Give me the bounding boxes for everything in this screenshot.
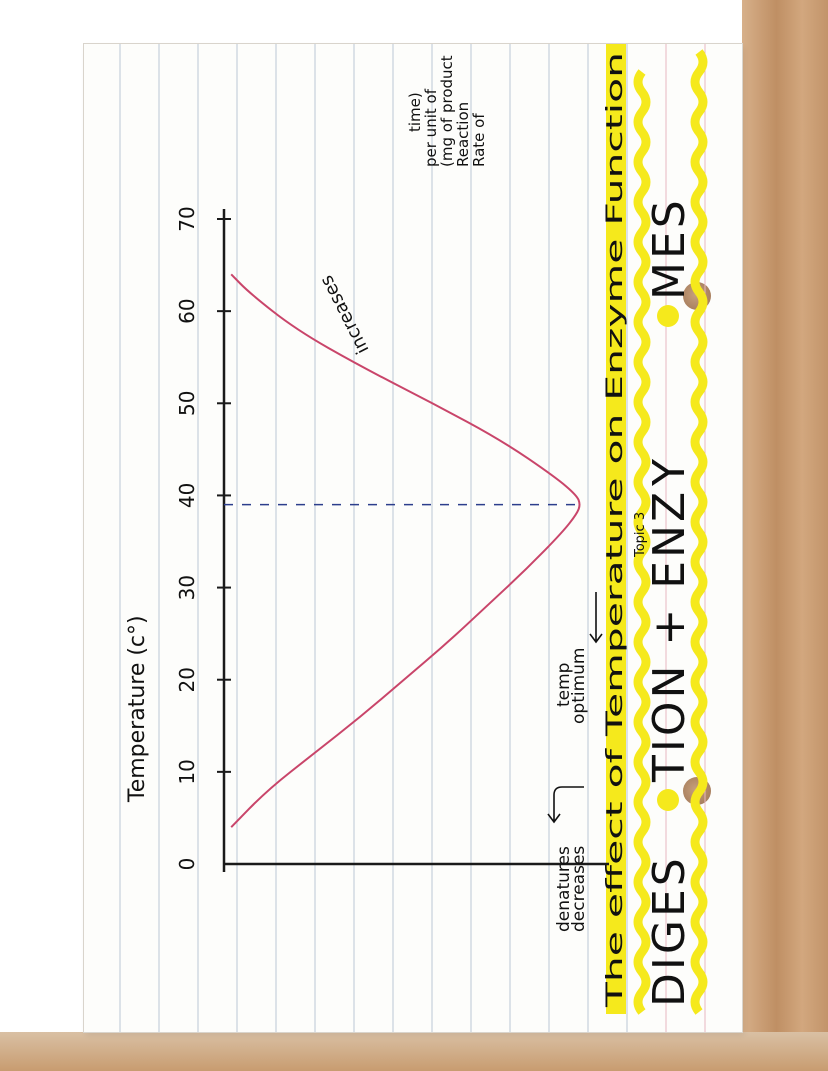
decreases-annotation: decreases denatures (547, 786, 589, 932)
title-part1: DIGES (644, 855, 695, 1007)
wood-table-bottom (0, 1032, 828, 1071)
subtitle-highlight (606, 44, 626, 1014)
title-part4: MES (644, 197, 695, 300)
subtitle: The effect of Temperature on Enzyme Func… (603, 52, 628, 1009)
annotation-increases: increases (316, 272, 373, 357)
optimum-annotation: optimum temp (554, 592, 603, 724)
x-tick-label: 20 (175, 667, 199, 692)
x-tick-label: 50 (175, 391, 199, 416)
ylabel-line-5: time) (406, 92, 424, 132)
optimum-arrow (589, 592, 603, 644)
ylabel-line-3: (mg of product (438, 55, 456, 167)
y-axis-label: Rate of Reaction (mg of product per unit… (406, 55, 488, 167)
x-tick-label: 10 (175, 759, 199, 784)
decreases-arrow (547, 786, 584, 824)
ylabel-line-4: per unit of (422, 88, 440, 167)
wavy-highlight-top (690, 49, 708, 1015)
data-points (231, 274, 581, 828)
ylabel-line-2: Reaction (454, 102, 472, 167)
wood-table-right (742, 0, 828, 1071)
x-tick-label: 0 (175, 858, 199, 871)
x-ticks (217, 218, 231, 773)
topic-label: Topic 3 (633, 512, 648, 558)
x-tick-labels: 0 10 20 30 40 50 60 70 (175, 206, 199, 870)
x-tick-label: 40 (175, 483, 199, 508)
decreases-label-2: denatures (554, 846, 574, 932)
background-top (0, 0, 828, 44)
rate-curve (230, 273, 581, 828)
index-card (84, 44, 742, 1032)
title-part2: TION + EN (644, 522, 695, 783)
optimum-label-1: optimum (569, 648, 589, 724)
title-dot-1 (657, 789, 679, 811)
x-tick-label: 60 (175, 298, 199, 323)
ylabel-line-1: Rate of (470, 113, 488, 167)
chart-area: 0 10 20 30 40 50 60 70 Temperature (c°) Rate of… (125, 55, 609, 932)
title-dot-2 (657, 305, 679, 327)
decreases-label-1: decreases (569, 846, 589, 932)
x-axis-label: Temperature (c°) (125, 615, 150, 803)
title-part3: ZY (644, 453, 695, 522)
rotated-note: DIGES TION + EN ZY MES Topic 3 The effec… (125, 44, 708, 1015)
optimum-label-2: temp (554, 663, 574, 707)
x-tick-label: 30 (175, 575, 199, 600)
x-tick-label: 70 (175, 206, 199, 231)
wavy-highlight-bottom (633, 69, 651, 1015)
